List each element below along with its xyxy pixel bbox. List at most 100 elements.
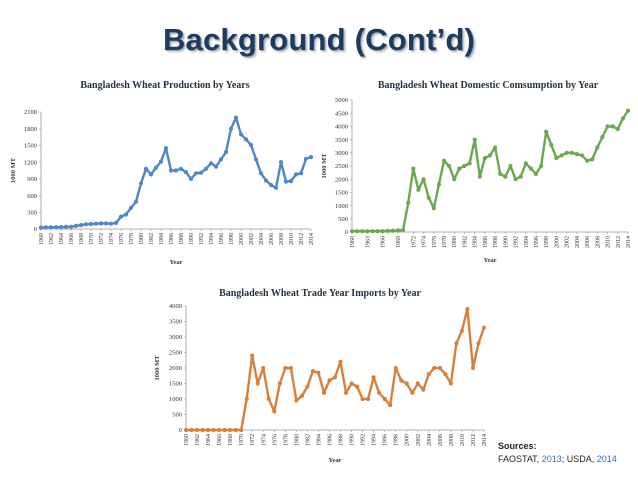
data-point [371,375,376,380]
sources-heading: Sources: [498,441,537,451]
x-tick-label: 1962 [195,434,201,446]
y-tick-label: 1800 [24,126,37,133]
source-year-usda[interactable]: 2014 [596,454,617,464]
data-point [272,409,277,414]
x-tick-label: 1982 [462,236,468,248]
data-point [549,142,554,147]
data-point [303,156,309,161]
slide-title: Background (Cont’d) [162,22,476,57]
sources-note: Sources: FAOSTAT, 2013; USDA, 2014 [498,440,617,466]
y-tick-label: 1500 [169,381,182,388]
x-tick-label: 2006 [438,434,444,446]
x-tick-label: 1962 [49,233,55,245]
x-tick-label: 1974 [261,434,267,446]
data-point [498,171,503,176]
x-tick-label: 1998 [394,434,400,446]
data-point [377,390,382,395]
data-point [183,427,189,433]
data-point [268,182,274,188]
data-point [365,229,370,234]
data-point [539,163,544,169]
data-point [620,116,625,121]
data-point [228,126,234,131]
data-point [138,181,144,186]
x-tick-label: 1960 [184,434,190,446]
x-tick-label: 1970 [89,233,95,245]
series-line [40,116,312,229]
data-point [610,124,615,129]
data-point [508,163,513,169]
data-point [528,166,533,171]
x-tick-label: 1984 [473,236,479,248]
source-year-faostat[interactable]: 2013 [541,454,562,464]
x-tick-label: 1968 [228,434,234,446]
data-point [288,179,294,184]
x-tick-label: 1986 [169,233,175,245]
data-point [113,220,119,225]
data-point [585,158,590,163]
x-tick-label: 1982 [305,434,311,446]
data-point [421,177,426,182]
x-tick-label: 1986 [483,236,489,248]
x-tick-label: 2014 [482,434,488,446]
x-tick-label: 1988 [493,236,499,248]
chart-title: Bangladesh Wheat Trade Year Imports by Y… [219,288,421,299]
x-tick-label: 2012 [471,434,477,446]
x-tick-label: 1984 [316,434,322,446]
data-point [493,145,498,150]
data-point [366,396,371,402]
data-point [355,384,360,389]
data-point [148,172,154,177]
data-point [217,427,222,433]
data-point [465,307,470,312]
data-point [208,161,214,166]
data-point [193,171,199,176]
data-point [457,166,462,171]
data-point [263,178,269,183]
x-tick-label: 2002 [416,434,422,446]
x-tick-label: 1978 [283,434,289,446]
data-point [244,396,249,402]
x-tick-label: 1963 [365,236,371,248]
data-point [123,212,129,217]
data-point [605,124,610,129]
x-tick-label: 1976 [119,233,125,245]
data-point [399,378,404,383]
x-tick-label: 1978 [129,233,135,245]
y-tick-label: 4000 [335,124,348,131]
production-chart: Bangladesh Wheat Production by Years 0 30… [10,80,315,266]
data-point [443,372,448,377]
data-point [288,365,293,371]
data-point [218,157,224,162]
data-point [206,427,211,433]
data-point [395,228,401,233]
x-tick-label: 1990 [503,236,509,248]
data-point [327,378,332,383]
data-point [569,150,574,155]
data-point [273,185,279,190]
data-point [228,427,233,433]
data-point [316,370,321,375]
data-point [343,390,349,395]
data-point [188,176,194,181]
data-point [452,177,457,182]
data-point [447,163,452,169]
x-tick-label: 2012 [616,236,622,248]
data-point [355,229,360,234]
x-tick-label: 1988 [179,233,185,245]
data-point [615,126,620,132]
consumption-chart: Bangladesh Wheat Domestic Comsumption by… [321,80,632,264]
data-point [574,152,579,157]
data-point [523,161,528,166]
data-point [38,225,44,230]
x-axis-label: Year [484,257,497,264]
x-tick-label: 1964 [206,434,212,446]
data-point [239,427,244,433]
data-point [437,365,442,371]
x-tick-label: 2000 [239,233,245,245]
x-tick-label: 2004 [575,236,581,248]
data-point [459,328,464,333]
data-point [482,156,487,161]
y-tick-label: 900 [27,176,37,183]
data-point [349,381,354,386]
